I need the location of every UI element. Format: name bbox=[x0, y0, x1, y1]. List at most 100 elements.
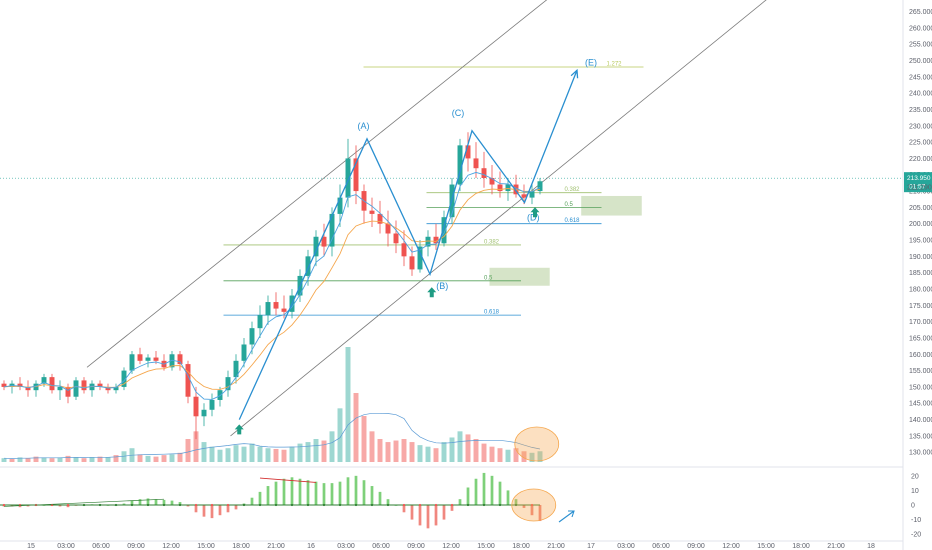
macd-trend-line bbox=[3, 498, 165, 507]
channel-line bbox=[230, 0, 767, 437]
macd-bar bbox=[170, 500, 174, 505]
volume-bar bbox=[169, 454, 175, 462]
volume-bar bbox=[377, 439, 383, 462]
fib-level-label: 0.618 bbox=[565, 218, 581, 224]
macd-bar bbox=[474, 478, 478, 505]
macd-signal-dot bbox=[226, 503, 230, 507]
candle-body bbox=[241, 344, 247, 361]
price-axis[interactable]: 265.000 260.000 255.000 250.000 245.000 240.0… bbox=[902, 0, 932, 550]
price-tick-label: 250.000 bbox=[909, 58, 932, 65]
candle-body bbox=[97, 383, 103, 387]
volume-bar bbox=[441, 442, 447, 462]
price-tick-label: 195.000 bbox=[909, 238, 932, 245]
macd-signal-dot bbox=[530, 503, 534, 507]
macd-bar bbox=[178, 502, 182, 505]
volume-bar bbox=[65, 455, 71, 462]
candle-body bbox=[129, 354, 135, 371]
volume-bar bbox=[313, 439, 319, 462]
volume-bar bbox=[217, 449, 223, 462]
volume-bar bbox=[241, 446, 247, 462]
macd-bar bbox=[362, 480, 366, 505]
volume-bar bbox=[497, 448, 503, 462]
time-tick-label: 18:00 bbox=[232, 543, 250, 550]
macd-signal-dot bbox=[178, 503, 182, 507]
macd-signal-dot bbox=[386, 503, 390, 507]
macd-bar bbox=[538, 505, 542, 522]
candle-body bbox=[49, 377, 55, 391]
volume-bar bbox=[9, 458, 15, 462]
channel-line bbox=[86, 0, 548, 368]
price-tick-label: 190.000 bbox=[909, 254, 932, 261]
macd-bar bbox=[458, 499, 462, 505]
candle-body bbox=[193, 396, 199, 417]
price-tick-label: 245.000 bbox=[909, 74, 932, 81]
secondary-price-value: 211.290 bbox=[907, 184, 932, 191]
volume-bar bbox=[233, 445, 239, 462]
oscillator-axis[interactable]: 20 10 0 -10 -20 bbox=[0, 466, 921, 539]
macd-signal-dot bbox=[482, 503, 486, 507]
time-tick-label: 15 bbox=[27, 543, 35, 550]
volume-bar bbox=[25, 458, 31, 462]
macd-signal-dot bbox=[210, 503, 214, 507]
macd-signal-dot bbox=[2, 503, 6, 507]
volume-bar bbox=[361, 416, 367, 462]
price-tick-label: 205.000 bbox=[909, 205, 932, 212]
macd-signal-dot bbox=[258, 503, 262, 507]
volume-bar bbox=[537, 451, 543, 462]
candle-body bbox=[417, 246, 423, 270]
macd-bar bbox=[314, 481, 318, 505]
macd-bar bbox=[330, 483, 334, 505]
time-tick-label: 06:00 bbox=[372, 543, 390, 550]
macd-signal-dot bbox=[66, 503, 70, 507]
volume-bar bbox=[177, 452, 183, 462]
wave-label: (B) bbox=[436, 281, 448, 291]
macd-signal-dot bbox=[434, 503, 438, 507]
price-tick-label: 185.000 bbox=[909, 270, 932, 277]
candle-body bbox=[321, 236, 327, 247]
volume-bar bbox=[201, 442, 207, 462]
macd-bar bbox=[130, 500, 134, 505]
macd-bar bbox=[434, 505, 438, 526]
time-tick-label: 18:00 bbox=[512, 543, 530, 550]
candle-body bbox=[233, 360, 239, 378]
price-tick-label: 145.000 bbox=[909, 401, 932, 408]
volume-bar bbox=[393, 440, 399, 462]
time-tick-label: 17 bbox=[587, 543, 595, 550]
candle-body bbox=[105, 386, 111, 391]
oscillator-tick-label: 10 bbox=[911, 488, 919, 495]
candle-body bbox=[1, 383, 7, 387]
candle-body bbox=[473, 158, 479, 169]
macd-bar bbox=[58, 505, 62, 507]
price-tick-label: 200.000 bbox=[909, 221, 932, 228]
volume-bar bbox=[513, 448, 519, 462]
candle-body bbox=[17, 383, 23, 387]
oscillator-tick-label: 20 bbox=[911, 473, 919, 480]
macd-bar bbox=[298, 478, 302, 505]
candle-body bbox=[529, 191, 535, 198]
time-axis[interactable]: 15 03:00 06:00 09:00 12:00 15:00 18:00 21:00 16 0… bbox=[0, 540, 903, 550]
macd-bar bbox=[234, 505, 238, 510]
trend-up-arrow-icon bbox=[558, 510, 575, 523]
candle-body bbox=[265, 302, 271, 316]
time-tick-label: 03:00 bbox=[57, 543, 75, 550]
price-tick-label: 140.000 bbox=[909, 417, 932, 424]
macd-bar bbox=[378, 491, 382, 505]
target-zone bbox=[489, 267, 550, 286]
volume-bar bbox=[425, 446, 431, 462]
volume-bar bbox=[97, 456, 103, 462]
candle-body bbox=[185, 364, 191, 397]
macd-signal-dot bbox=[130, 503, 134, 507]
macd-bar bbox=[10, 505, 14, 507]
volume-bar bbox=[481, 443, 487, 462]
candle-body bbox=[137, 354, 143, 361]
time-tick-label: 06:00 bbox=[652, 543, 670, 550]
macd-bar bbox=[498, 481, 502, 505]
candle-body bbox=[273, 302, 279, 309]
volume-bar bbox=[137, 454, 143, 462]
price-tick-label: 160.000 bbox=[909, 352, 932, 359]
candle-body bbox=[177, 354, 183, 365]
time-tick-label: 09:00 bbox=[127, 543, 145, 550]
macd-bar bbox=[226, 505, 230, 513]
volume-bar bbox=[185, 439, 191, 462]
